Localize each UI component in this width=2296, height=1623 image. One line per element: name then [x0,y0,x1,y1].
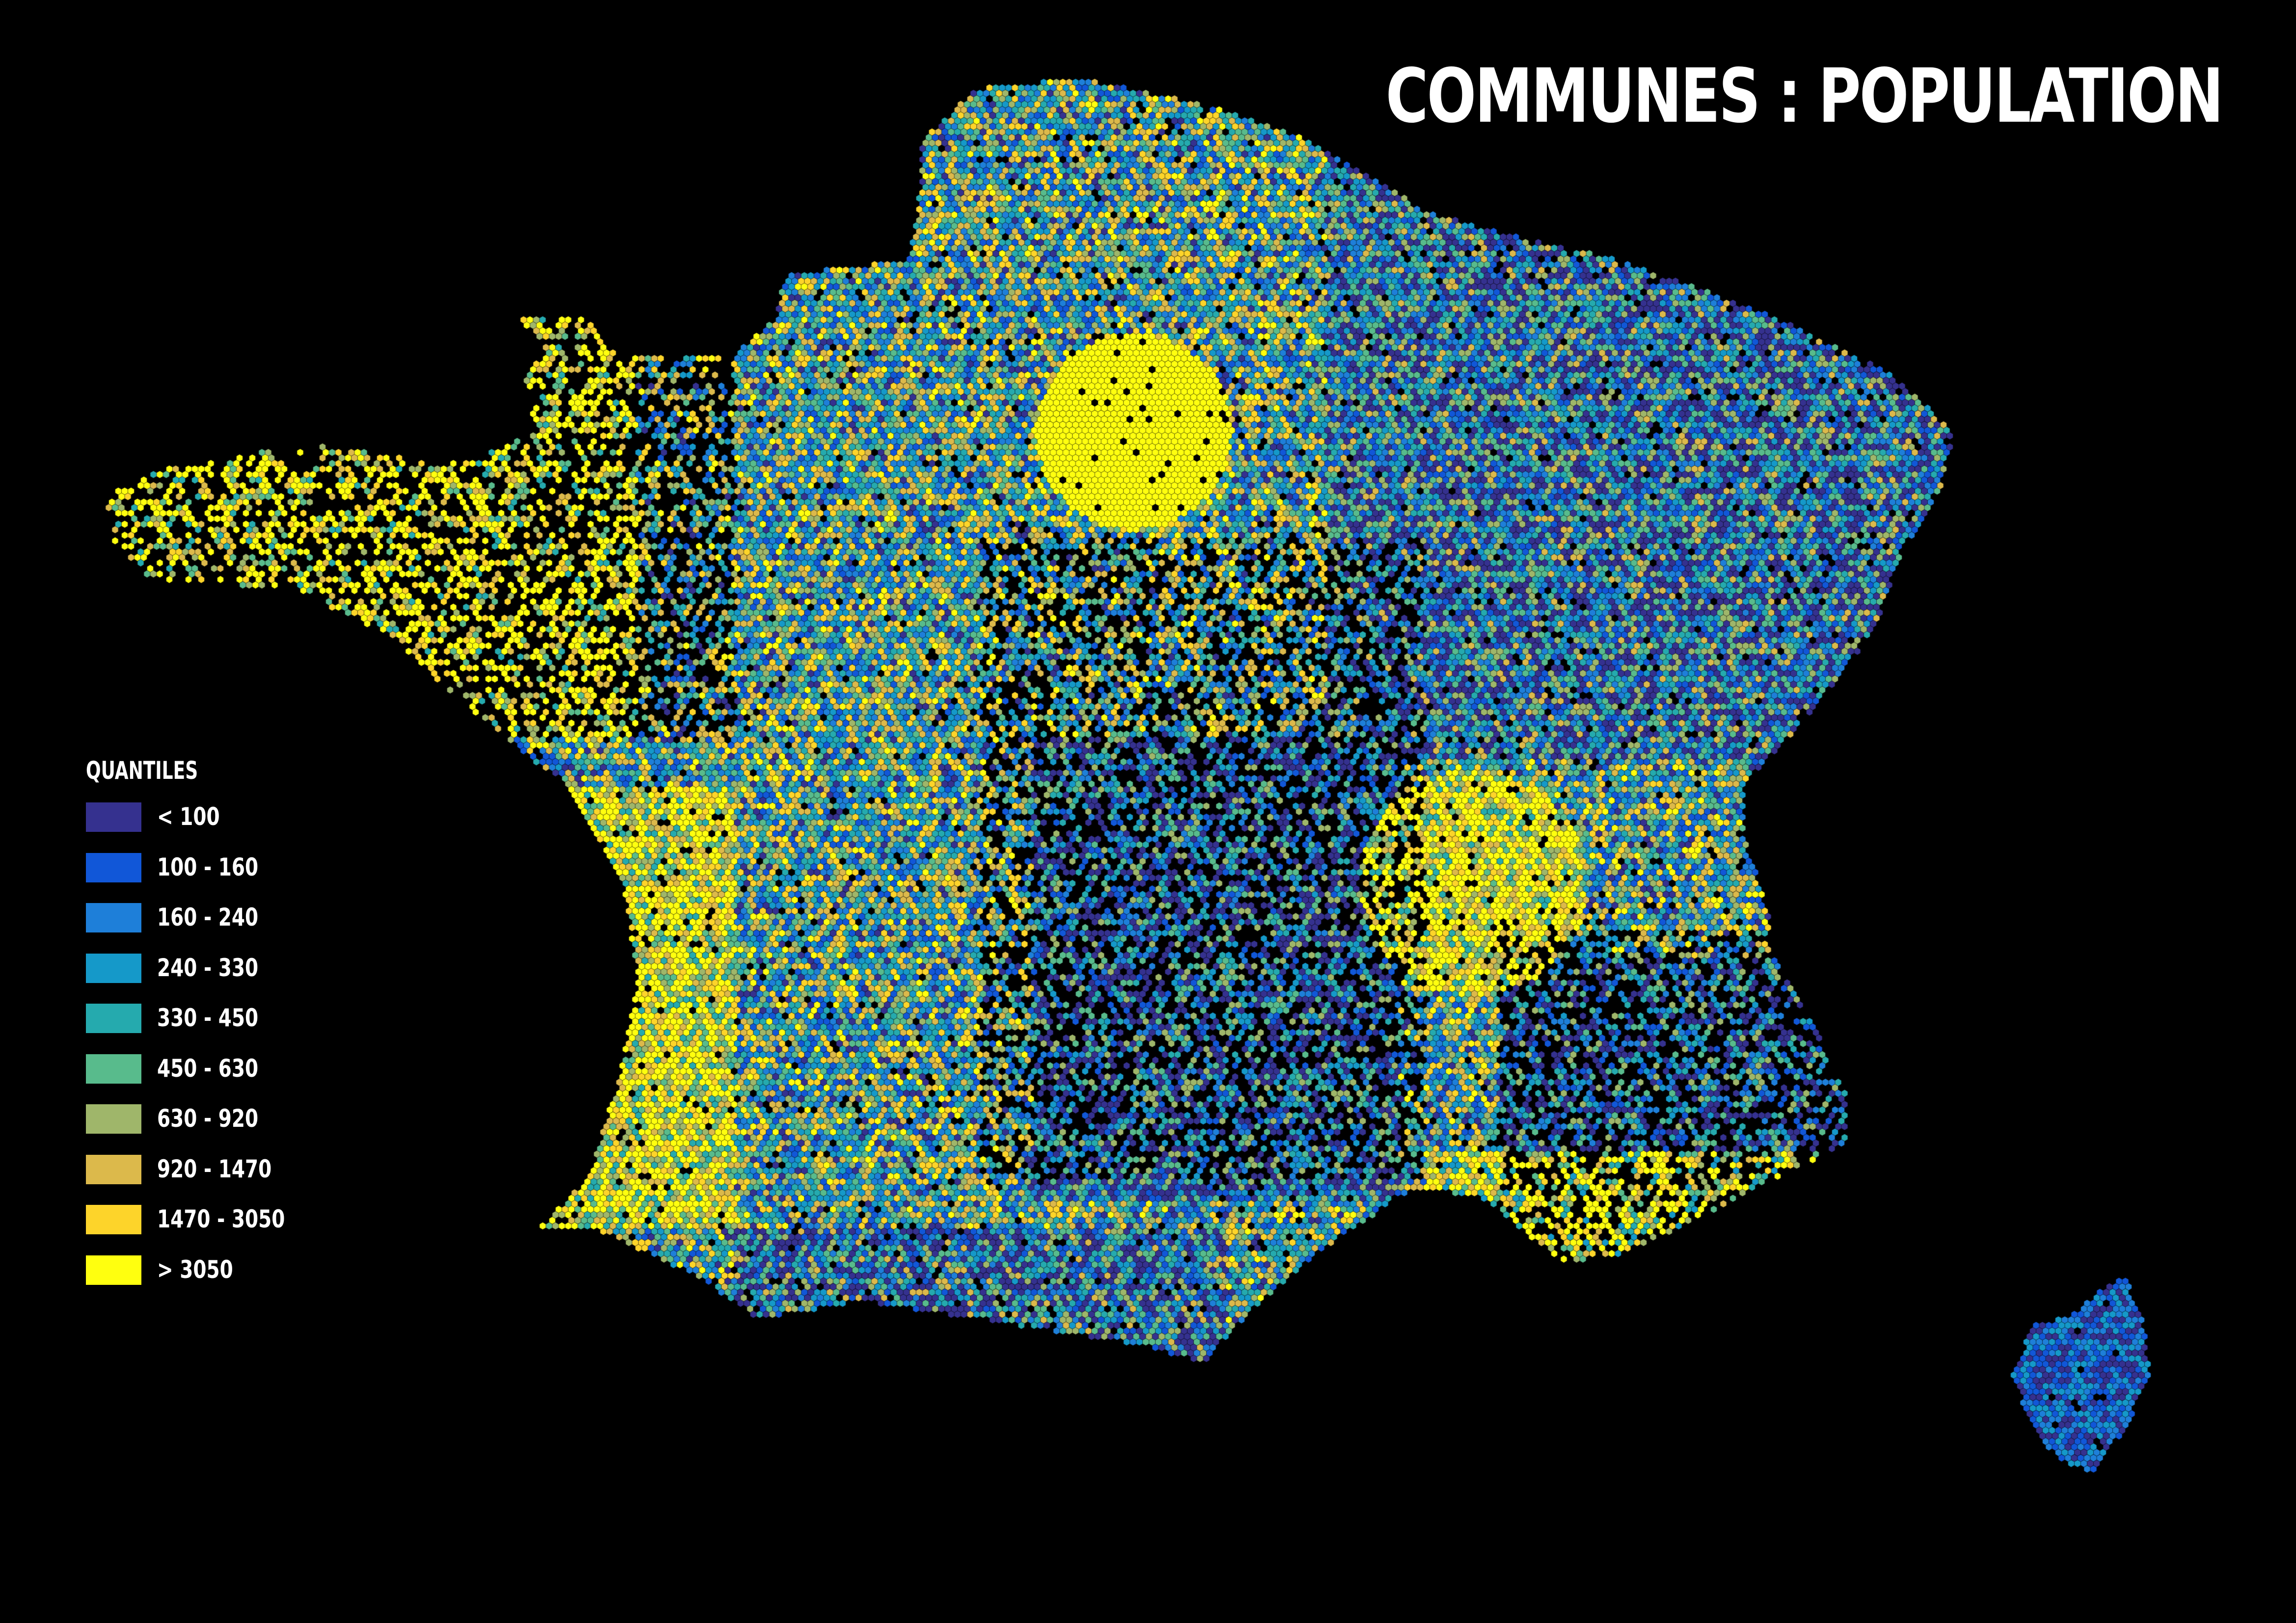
legend-swatch [86,1004,141,1033]
legend-label: 1470 - 3050 [157,1205,285,1233]
legend-item: 160 - 240 [86,903,258,954]
legend-swatch [86,1255,141,1285]
legend-items: < 100 100 - 160 160 - 240 240 - 330 330 - 45… [86,802,285,1306]
legend-swatch [86,802,141,832]
legend-label: 450 - 630 [157,1054,259,1083]
legend-label: 630 - 920 [157,1104,259,1133]
map-title: COMMUNES : POPULATION [1385,53,2224,139]
legend-item: < 100 [86,802,242,853]
legend-label: 920 - 1470 [157,1154,272,1183]
legend-item: 1470 - 3050 [86,1205,285,1255]
legend-item: 450 - 630 [86,1054,258,1105]
legend-swatch [86,1154,141,1184]
legend-item: > 3050 [86,1255,242,1306]
legend-swatch [86,1054,141,1084]
legend-title: QUANTILES [86,756,198,785]
legend-swatch [86,852,141,882]
legend-swatch [86,1104,141,1134]
legend-label: 330 - 450 [157,1004,259,1032]
legend-label: 160 - 240 [157,903,259,931]
legend: QUANTILES < 100 100 - 160 160 - 240 240 - 3… [86,756,285,1306]
legend-label: < 100 [157,802,220,831]
legend-swatch [86,1205,141,1234]
legend-label: 240 - 330 [157,953,259,982]
legend-swatch [86,903,141,932]
legend-item: 100 - 160 [86,852,258,904]
legend-label: 100 - 160 [157,852,259,881]
legend-swatch [86,953,141,983]
legend-item: 330 - 450 [86,1004,258,1054]
legend-item: 630 - 920 [86,1104,258,1155]
legend-item: 240 - 330 [86,953,258,1004]
legend-label: > 3050 [157,1255,233,1284]
legend-item: 920 - 1470 [86,1154,271,1205]
